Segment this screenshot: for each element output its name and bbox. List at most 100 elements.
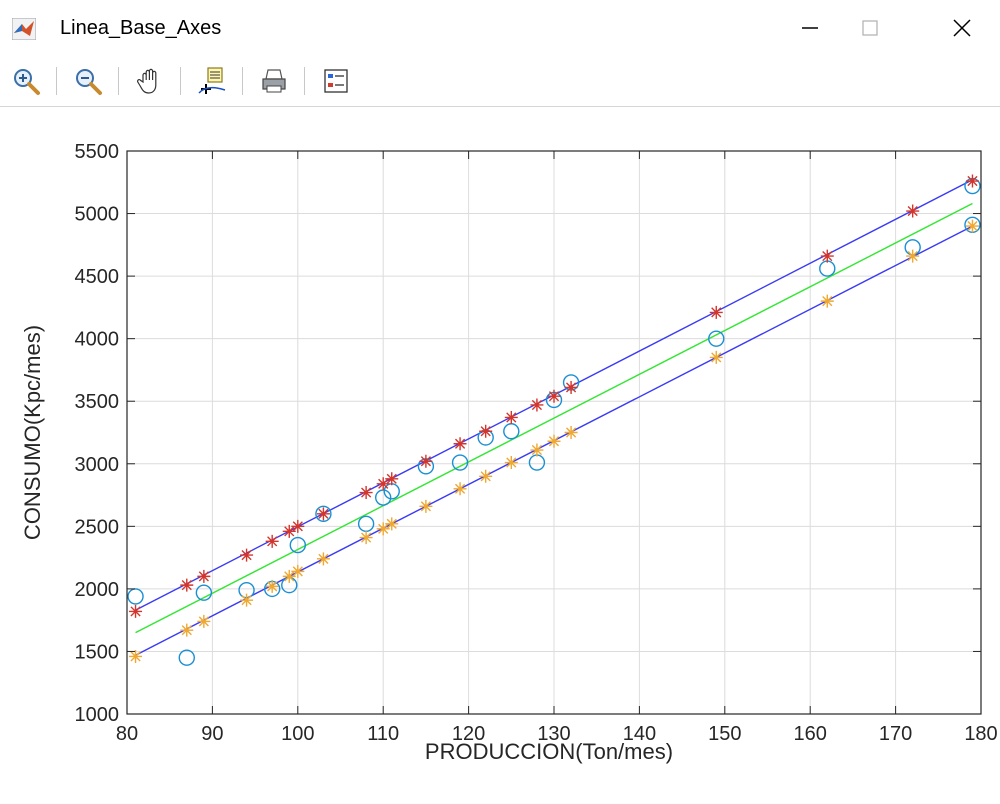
y-tick-label: 1000 [75,704,120,726]
x-tick-label: 100 [281,723,314,745]
toolbar-separator [180,67,181,95]
y-tick-label: 5000 [75,204,120,226]
toolbar-separator [56,67,57,95]
figure-toolbar [0,56,1000,107]
asterisk-point [291,519,305,533]
minimize-icon [802,27,818,29]
window-title: Linea_Base_Axes [60,17,222,39]
asterisk-point [504,410,518,424]
title-bar: Linea_Base_Axes [0,0,1000,56]
x-tick-label: 120 [452,723,485,745]
asterisk-point [547,389,561,403]
y-tick-label: 2500 [75,516,120,538]
asterisk-point [291,564,305,578]
y-tick-label: 5500 [75,141,120,163]
circle-point [708,330,725,347]
asterisk-point [419,454,433,468]
asterisk-point [129,604,143,618]
print-button[interactable] [256,63,292,99]
series-line-4 [135,202,973,634]
print-icon [262,69,286,93]
asterisk-point [376,522,390,536]
x-tick-label: 90 [201,723,223,745]
zoom-in-button[interactable] [8,63,44,99]
x-tick-label: 180 [964,723,997,745]
zoom-out-icon [76,69,102,95]
asterisk-point [965,219,979,233]
asterisk-point [265,534,279,548]
y-tick-label: 2000 [75,579,120,601]
toolbar-separator [118,67,119,95]
asterisk-point [197,569,211,583]
x-tick-label: 160 [794,723,827,745]
circle-point [451,454,469,471]
asterisk-point [359,531,373,545]
asterisk-point [906,204,920,218]
toolbar-separator [242,67,243,95]
close-icon [953,19,971,37]
pan-hand-icon [137,68,157,94]
x-tick-label: 80 [116,723,138,745]
legend-icon [324,69,348,93]
y-tick-label: 3500 [75,391,120,413]
asterisk-point [385,517,399,531]
asterisk-point [197,614,211,628]
y-tick-label: 1500 [75,641,120,663]
asterisk-point [479,469,493,483]
asterisk-point [504,456,518,470]
x-tick-label: 110 [367,723,399,745]
asterisk-point [965,174,979,188]
x-tick-label: 150 [708,723,741,745]
y-tick-label: 4000 [75,329,120,351]
asterisk-point [240,593,254,607]
asterisk-point [479,424,493,438]
scatter-chart[interactable]: 80 90 100 110 120 130 140 150 160 170 180 1000 1500 2… [0,107,1000,799]
asterisk-point [316,507,330,521]
asterisk-point [265,579,279,593]
circle-point [178,649,195,666]
asterisk-point [180,578,194,592]
asterisk-point [376,477,390,491]
asterisk-point [180,623,194,637]
circle-point [289,536,306,554]
x-tick-label: 170 [879,723,912,745]
asterisk-point [530,443,544,457]
asterisk-point [359,486,373,500]
asterisk-point [547,434,561,448]
minimize-button[interactable] [780,8,840,48]
data-cursor-button[interactable] [194,63,230,99]
asterisk-point [419,499,433,513]
asterisk-point [709,350,723,364]
circle-point [127,588,144,605]
x-axis-label: PRODUCCION(Ton/mes) [425,739,673,764]
asterisk-point [316,552,330,566]
asterisk-point [240,548,254,562]
asterisk-point [906,249,920,263]
close-button[interactable] [932,8,992,48]
asterisk-point [820,249,834,263]
circle-point [195,584,213,601]
x-tick-label: 140 [623,723,656,745]
zoom-in-icon [14,69,40,95]
asterisk-point [453,482,467,496]
asterisk-point [820,294,834,308]
y-tick-label: 4500 [75,266,120,288]
zoom-out-button[interactable] [70,63,106,99]
asterisk-point [530,398,544,412]
asterisk-point [709,305,723,319]
asterisk-point [282,524,296,538]
figure-canvas: 80 90 100 110 120 130 140 150 160 170 180 1000 1500 2… [0,107,1000,799]
data-layer [127,174,981,666]
asterisk-point [282,569,296,583]
asterisk-point [129,649,143,663]
asterisk-point [564,426,578,439]
asterisk-point [385,472,399,486]
data-cursor-icon [198,67,226,94]
pan-button[interactable] [132,63,168,99]
maximize-button[interactable] [840,8,900,48]
toolbar-separator [304,67,305,95]
maximize-icon [862,20,878,36]
asterisk-point [453,437,467,451]
legend-button[interactable] [318,63,354,99]
matlab-app-icon [12,18,36,40]
